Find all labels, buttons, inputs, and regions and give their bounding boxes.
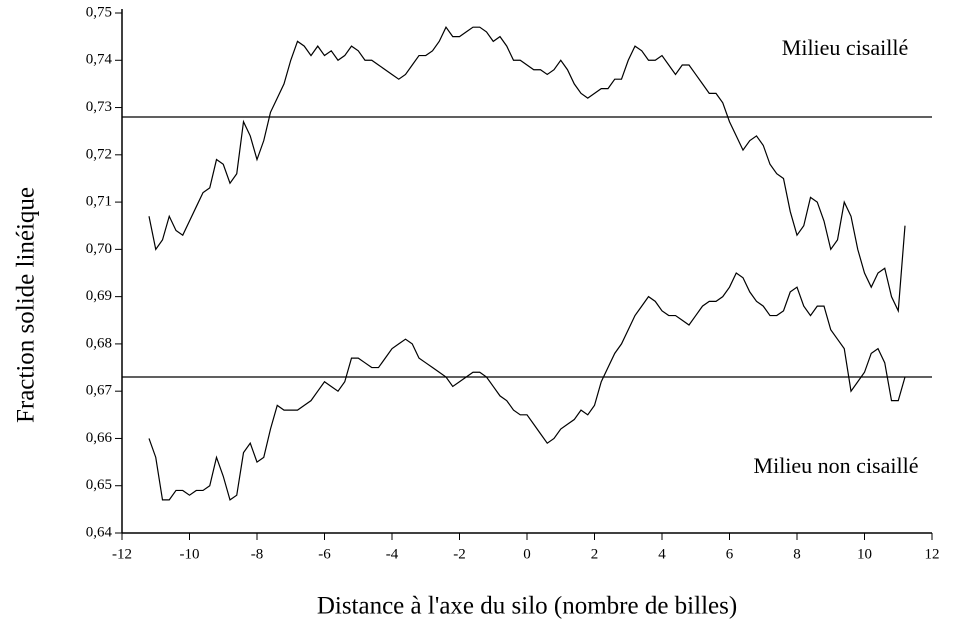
x-tick-label: -8 (251, 546, 264, 562)
annotation: Milieu cisaillé (782, 35, 908, 60)
x-tick-label: 0 (523, 546, 531, 562)
x-tick-label: -6 (318, 546, 331, 562)
y-tick-label: 0,75 (86, 4, 112, 20)
y-tick-label: 0,66 (86, 430, 113, 446)
y-tick-label: 0,65 (86, 477, 112, 493)
annotation: Milieu non cisaillé (754, 453, 919, 478)
y-tick-label: 0,68 (86, 335, 112, 351)
y-tick-label: 0,72 (86, 146, 112, 162)
y-tick-label: 0,74 (86, 52, 113, 68)
x-tick-label: 6 (726, 546, 734, 562)
x-tick-label: 12 (925, 546, 940, 562)
y-tick-label: 0,64 (86, 524, 113, 540)
x-tick-label: 10 (857, 546, 872, 562)
x-tick-label: -2 (453, 546, 466, 562)
x-axis-label: Distance à l'axe du silo (nombre de bill… (317, 593, 737, 620)
x-tick-label: -4 (386, 546, 399, 562)
x-tick-label: 8 (793, 546, 801, 562)
y-tick-label: 0,70 (86, 241, 112, 257)
y-tick-label: 0,67 (86, 383, 113, 399)
y-tick-label: 0,69 (86, 288, 112, 304)
y-tick-label: 0,71 (86, 194, 112, 210)
x-tick-label: -10 (180, 546, 200, 562)
x-tick-label: -12 (112, 546, 132, 562)
y-tick-label: 0,73 (86, 99, 112, 115)
data-line (148, 26, 906, 314)
x-tick-label: 2 (591, 546, 599, 562)
data-line (148, 272, 906, 501)
y-axis-label: Fraction solide linéique (13, 187, 40, 423)
x-tick-label: 4 (658, 546, 666, 562)
